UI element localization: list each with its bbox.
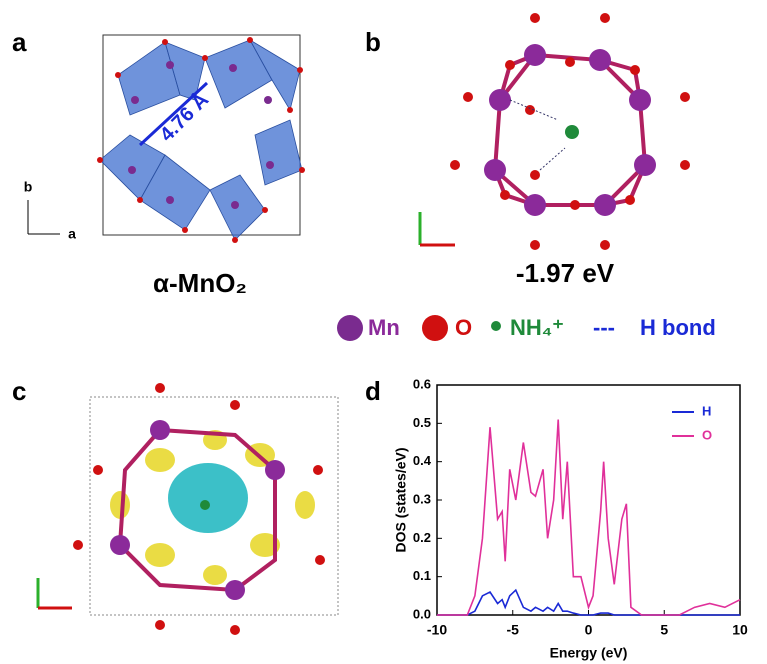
y-tick-label: 0.3 — [413, 491, 431, 506]
panel-label: a — [12, 27, 27, 57]
x-tick-label: 5 — [660, 622, 668, 638]
h-bond — [540, 148, 565, 170]
y-tick-label: 0.0 — [413, 606, 431, 621]
nh4-symbol — [491, 321, 501, 331]
legend-hbond: H bond — [640, 315, 716, 340]
charge-density — [168, 463, 248, 533]
y-axis-title: DOS (states/eV) — [393, 447, 409, 552]
dos-chart: 0.0 0.1 0.2 0.3 0.4 0.5 0.6 -10 -5 0 5 10 Energy (eV… — [393, 376, 748, 660]
x-tick-label: 10 — [732, 622, 748, 638]
x-tick-label: -10 — [427, 622, 447, 638]
panel-label: c — [12, 376, 26, 406]
panel-label: b — [365, 27, 381, 57]
legend-label: H — [702, 403, 711, 418]
legend-hbond-symbol: --- — [593, 315, 615, 340]
mn-symbol — [337, 315, 363, 341]
plot-frame — [437, 385, 740, 615]
page: a 4.76 Å b a α-MnO₂ b -1.97 eV — [0, 0, 767, 664]
nh4 — [565, 125, 579, 139]
legend-mn: Mn — [368, 315, 400, 340]
x-tick-label: 0 — [585, 622, 593, 638]
octahedra — [100, 40, 302, 240]
y-tick-label: 0.1 — [413, 568, 431, 583]
y-tick-label: 0.6 — [413, 376, 431, 391]
caption: -1.97 eV — [516, 258, 615, 288]
legend-label: O — [702, 427, 712, 442]
figure: a 4.76 Å b a α-MnO₂ b -1.97 eV — [0, 0, 767, 664]
legend-o: O — [455, 315, 472, 340]
x-tick-label: -5 — [507, 622, 520, 638]
axis-a: a — [68, 226, 76, 242]
legend-nh4: NH₄⁺ — [510, 315, 564, 340]
y-tick-label: 0.5 — [413, 415, 431, 430]
nh4 — [200, 500, 210, 510]
dos-line — [437, 420, 740, 616]
axis-b: b — [24, 179, 33, 195]
panel-label: d — [365, 376, 381, 406]
y-tick-label: 0.2 — [413, 530, 431, 545]
caption: α-MnO₂ — [153, 268, 247, 298]
y-tick-label: 0.4 — [413, 453, 432, 468]
x-axis-title: Energy (eV) — [550, 645, 628, 661]
h-bond — [510, 100, 558, 120]
o-symbol — [422, 315, 448, 341]
